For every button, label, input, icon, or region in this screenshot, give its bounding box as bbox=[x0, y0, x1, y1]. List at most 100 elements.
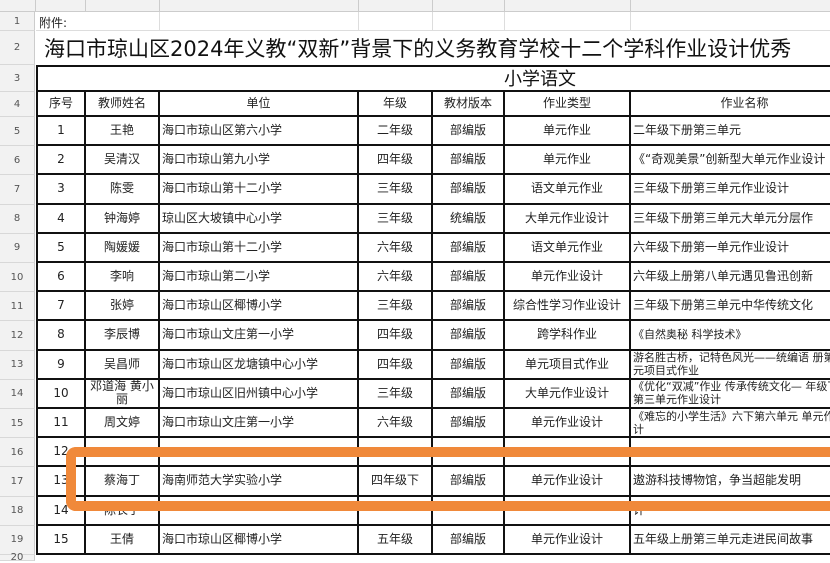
textbook-version-cell[interactable]: 部编版 bbox=[433, 321, 505, 351]
seq-cell[interactable]: 10 bbox=[36, 379, 86, 409]
grade-cell[interactable]: 六年级 bbox=[359, 263, 433, 293]
teacher-name-cell[interactable]: 王艳 bbox=[86, 117, 160, 147]
row-header[interactable]: 9 bbox=[0, 233, 35, 263]
teacher-name-cell[interactable]: 陶媛媛 bbox=[86, 233, 160, 263]
grade-cell[interactable] bbox=[359, 438, 433, 468]
row-header[interactable]: 8 bbox=[0, 204, 35, 234]
attachment-cell[interactable]: 附件: bbox=[36, 12, 160, 31]
seq-cell[interactable]: 5 bbox=[36, 233, 86, 263]
grade-cell[interactable]: 三年级 bbox=[359, 175, 433, 205]
assignment-type-cell[interactable]: 跨学科作业 bbox=[505, 321, 631, 351]
textbook-version-cell[interactable]: 部编版 bbox=[433, 233, 505, 263]
seq-cell[interactable]: 14 bbox=[36, 496, 86, 526]
teacher-name-cell[interactable]: 蔡海丁 bbox=[86, 467, 160, 497]
row-header[interactable]: 16 bbox=[0, 438, 35, 468]
textbook-version-cell[interactable]: 部编版 bbox=[433, 292, 505, 322]
cell[interactable] bbox=[433, 12, 505, 31]
seq-cell[interactable]: 13 bbox=[36, 467, 86, 497]
assignment-name-cell[interactable]: 遨游科技博物馆，争当超能发明 bbox=[631, 467, 830, 497]
assignment-name-cell[interactable]: 三年级下册第三单元中华传统文化 bbox=[631, 292, 830, 322]
teacher-name-cell[interactable]: 张婷 bbox=[86, 292, 160, 322]
assignment-type-cell[interactable]: 单元作业设计 bbox=[505, 467, 631, 497]
assignment-type-cell[interactable]: 单元作业设计 bbox=[505, 409, 631, 439]
teacher-name-cell[interactable]: 吴清汉 bbox=[86, 146, 160, 176]
textbook-version-cell[interactable]: 统编版 bbox=[433, 204, 505, 234]
assignment-name-cell[interactable]: 《“奇观美景”创新型大单元作业设计 bbox=[631, 146, 830, 176]
row-header[interactable]: 12 bbox=[0, 321, 35, 351]
column-header[interactable] bbox=[631, 0, 830, 12]
school-cell[interactable]: 海口市琼山区第六小学 bbox=[160, 117, 359, 147]
textbook-version-cell[interactable]: 部编版 bbox=[433, 409, 505, 439]
school-cell[interactable] bbox=[160, 496, 359, 526]
column-header[interactable] bbox=[86, 0, 160, 12]
textbook-version-cell[interactable]: 部编版 bbox=[433, 146, 505, 176]
teacher-name-cell[interactable]: 陈雯 bbox=[86, 175, 160, 205]
assignment-type-cell[interactable]: 单元作业设计 bbox=[505, 525, 631, 555]
grade-cell[interactable]: 三年级 bbox=[359, 204, 433, 234]
assignment-type-cell[interactable]: 单元作业设计 bbox=[505, 263, 631, 293]
textbook-version-cell[interactable]: 部编版 bbox=[433, 379, 505, 409]
assignment-type-cell[interactable]: 单元作业 bbox=[505, 117, 631, 147]
assignment-type-cell[interactable]: 语文单元作业 bbox=[505, 233, 631, 263]
grade-cell[interactable]: 四年级 bbox=[359, 350, 433, 380]
row-header[interactable]: 10 bbox=[0, 263, 35, 293]
assignment-name-cell[interactable]: 六年级下册第一单元作业设计 bbox=[631, 234, 830, 263]
school-cell[interactable]: 海口市琼山文庄第一小学 bbox=[160, 321, 359, 351]
teacher-name-cell[interactable]: 李辰博 bbox=[86, 321, 160, 351]
assignment-name-cell[interactable]: 《优化“双减”作业 传承传统文化— 年级下册第三单元作业设计 bbox=[631, 380, 830, 409]
seq-cell[interactable]: 7 bbox=[36, 292, 86, 322]
school-cell[interactable]: 琼山区大坡镇中心小学 bbox=[160, 204, 359, 234]
textbook-version-cell[interactable]: 部编版 bbox=[433, 467, 505, 497]
row-header[interactable]: 5 bbox=[0, 117, 35, 147]
assignment-type-cell[interactable]: 语文单元作业 bbox=[505, 175, 631, 205]
teacher-name-cell[interactable]: 陈长宇 bbox=[86, 496, 160, 526]
textbook-version-cell[interactable]: 部编版 bbox=[433, 117, 505, 147]
assignment-type-cell[interactable]: 单元项目式作业 bbox=[505, 350, 631, 380]
assignment-type-cell[interactable] bbox=[505, 438, 631, 468]
textbook-version-cell[interactable]: 部编版 bbox=[433, 263, 505, 293]
column-header[interactable] bbox=[433, 0, 505, 12]
row-header[interactable]: 14 bbox=[0, 379, 35, 409]
grade-cell[interactable]: 三年级 bbox=[359, 292, 433, 322]
seq-cell[interactable]: 4 bbox=[36, 204, 86, 234]
seq-cell[interactable]: 9 bbox=[36, 350, 86, 380]
school-cell[interactable]: 海口市琼山第十二小学 bbox=[160, 233, 359, 263]
teacher-name-cell[interactable]: 王倩 bbox=[86, 525, 160, 555]
school-cell[interactable]: 海口市琼山第二小学 bbox=[160, 263, 359, 293]
column-header-2[interactable]: 单位 bbox=[160, 92, 359, 117]
column-header-corner[interactable] bbox=[0, 0, 36, 12]
textbook-version-cell[interactable] bbox=[433, 496, 505, 526]
column-header[interactable] bbox=[359, 0, 433, 12]
row-header[interactable]: 19 bbox=[0, 525, 35, 555]
textbook-version-cell[interactable]: 部编版 bbox=[433, 350, 505, 380]
textbook-version-cell[interactable] bbox=[433, 438, 505, 468]
grade-cell[interactable]: 五年级 bbox=[359, 525, 433, 555]
school-cell[interactable]: 海口市琼山区椰博小学 bbox=[160, 292, 359, 322]
assignment-type-cell[interactable]: 大单元作业设计 bbox=[505, 204, 631, 234]
row-header[interactable]: 2 bbox=[0, 31, 35, 65]
grade-cell[interactable]: 三年级 bbox=[359, 379, 433, 409]
seq-cell[interactable]: 3 bbox=[36, 175, 86, 205]
cell[interactable] bbox=[359, 12, 433, 31]
column-header-4[interactable]: 教材版本 bbox=[433, 92, 505, 117]
teacher-name-cell[interactable]: 李响 bbox=[86, 263, 160, 293]
cell[interactable] bbox=[631, 12, 830, 31]
school-cell[interactable]: 海南师范大学实验小学 bbox=[160, 467, 359, 497]
column-header-1[interactable]: 教师姓名 bbox=[86, 92, 160, 117]
row-header[interactable]: 20 bbox=[0, 552, 35, 563]
teacher-name-cell[interactable]: 钟海婷 bbox=[86, 204, 160, 234]
grade-cell[interactable] bbox=[359, 496, 433, 526]
column-header-0[interactable]: 序号 bbox=[36, 92, 86, 117]
grade-cell[interactable]: 四年级 bbox=[359, 321, 433, 351]
seq-cell[interactable]: 6 bbox=[36, 263, 86, 293]
assignment-type-cell[interactable]: 单元作业 bbox=[505, 146, 631, 176]
grade-cell[interactable]: 四年级 bbox=[359, 146, 433, 176]
row-header[interactable]: 15 bbox=[0, 409, 35, 439]
column-header-6[interactable]: 作业名称 bbox=[631, 92, 830, 117]
assignment-name-cell[interactable]: 三年级下册第三单元作业设计 bbox=[631, 175, 830, 205]
assignment-name-cell[interactable]: 《自然奥秘 科学技术》 bbox=[631, 321, 830, 351]
assignment-name-cell[interactable]: 三年级下册第三单元大单元分层作 bbox=[631, 205, 830, 234]
assignment-name-cell[interactable] bbox=[631, 438, 830, 468]
assignment-name-cell[interactable]: 二年级下册第三单元 bbox=[631, 117, 830, 147]
textbook-version-cell[interactable]: 部编版 bbox=[433, 175, 505, 205]
